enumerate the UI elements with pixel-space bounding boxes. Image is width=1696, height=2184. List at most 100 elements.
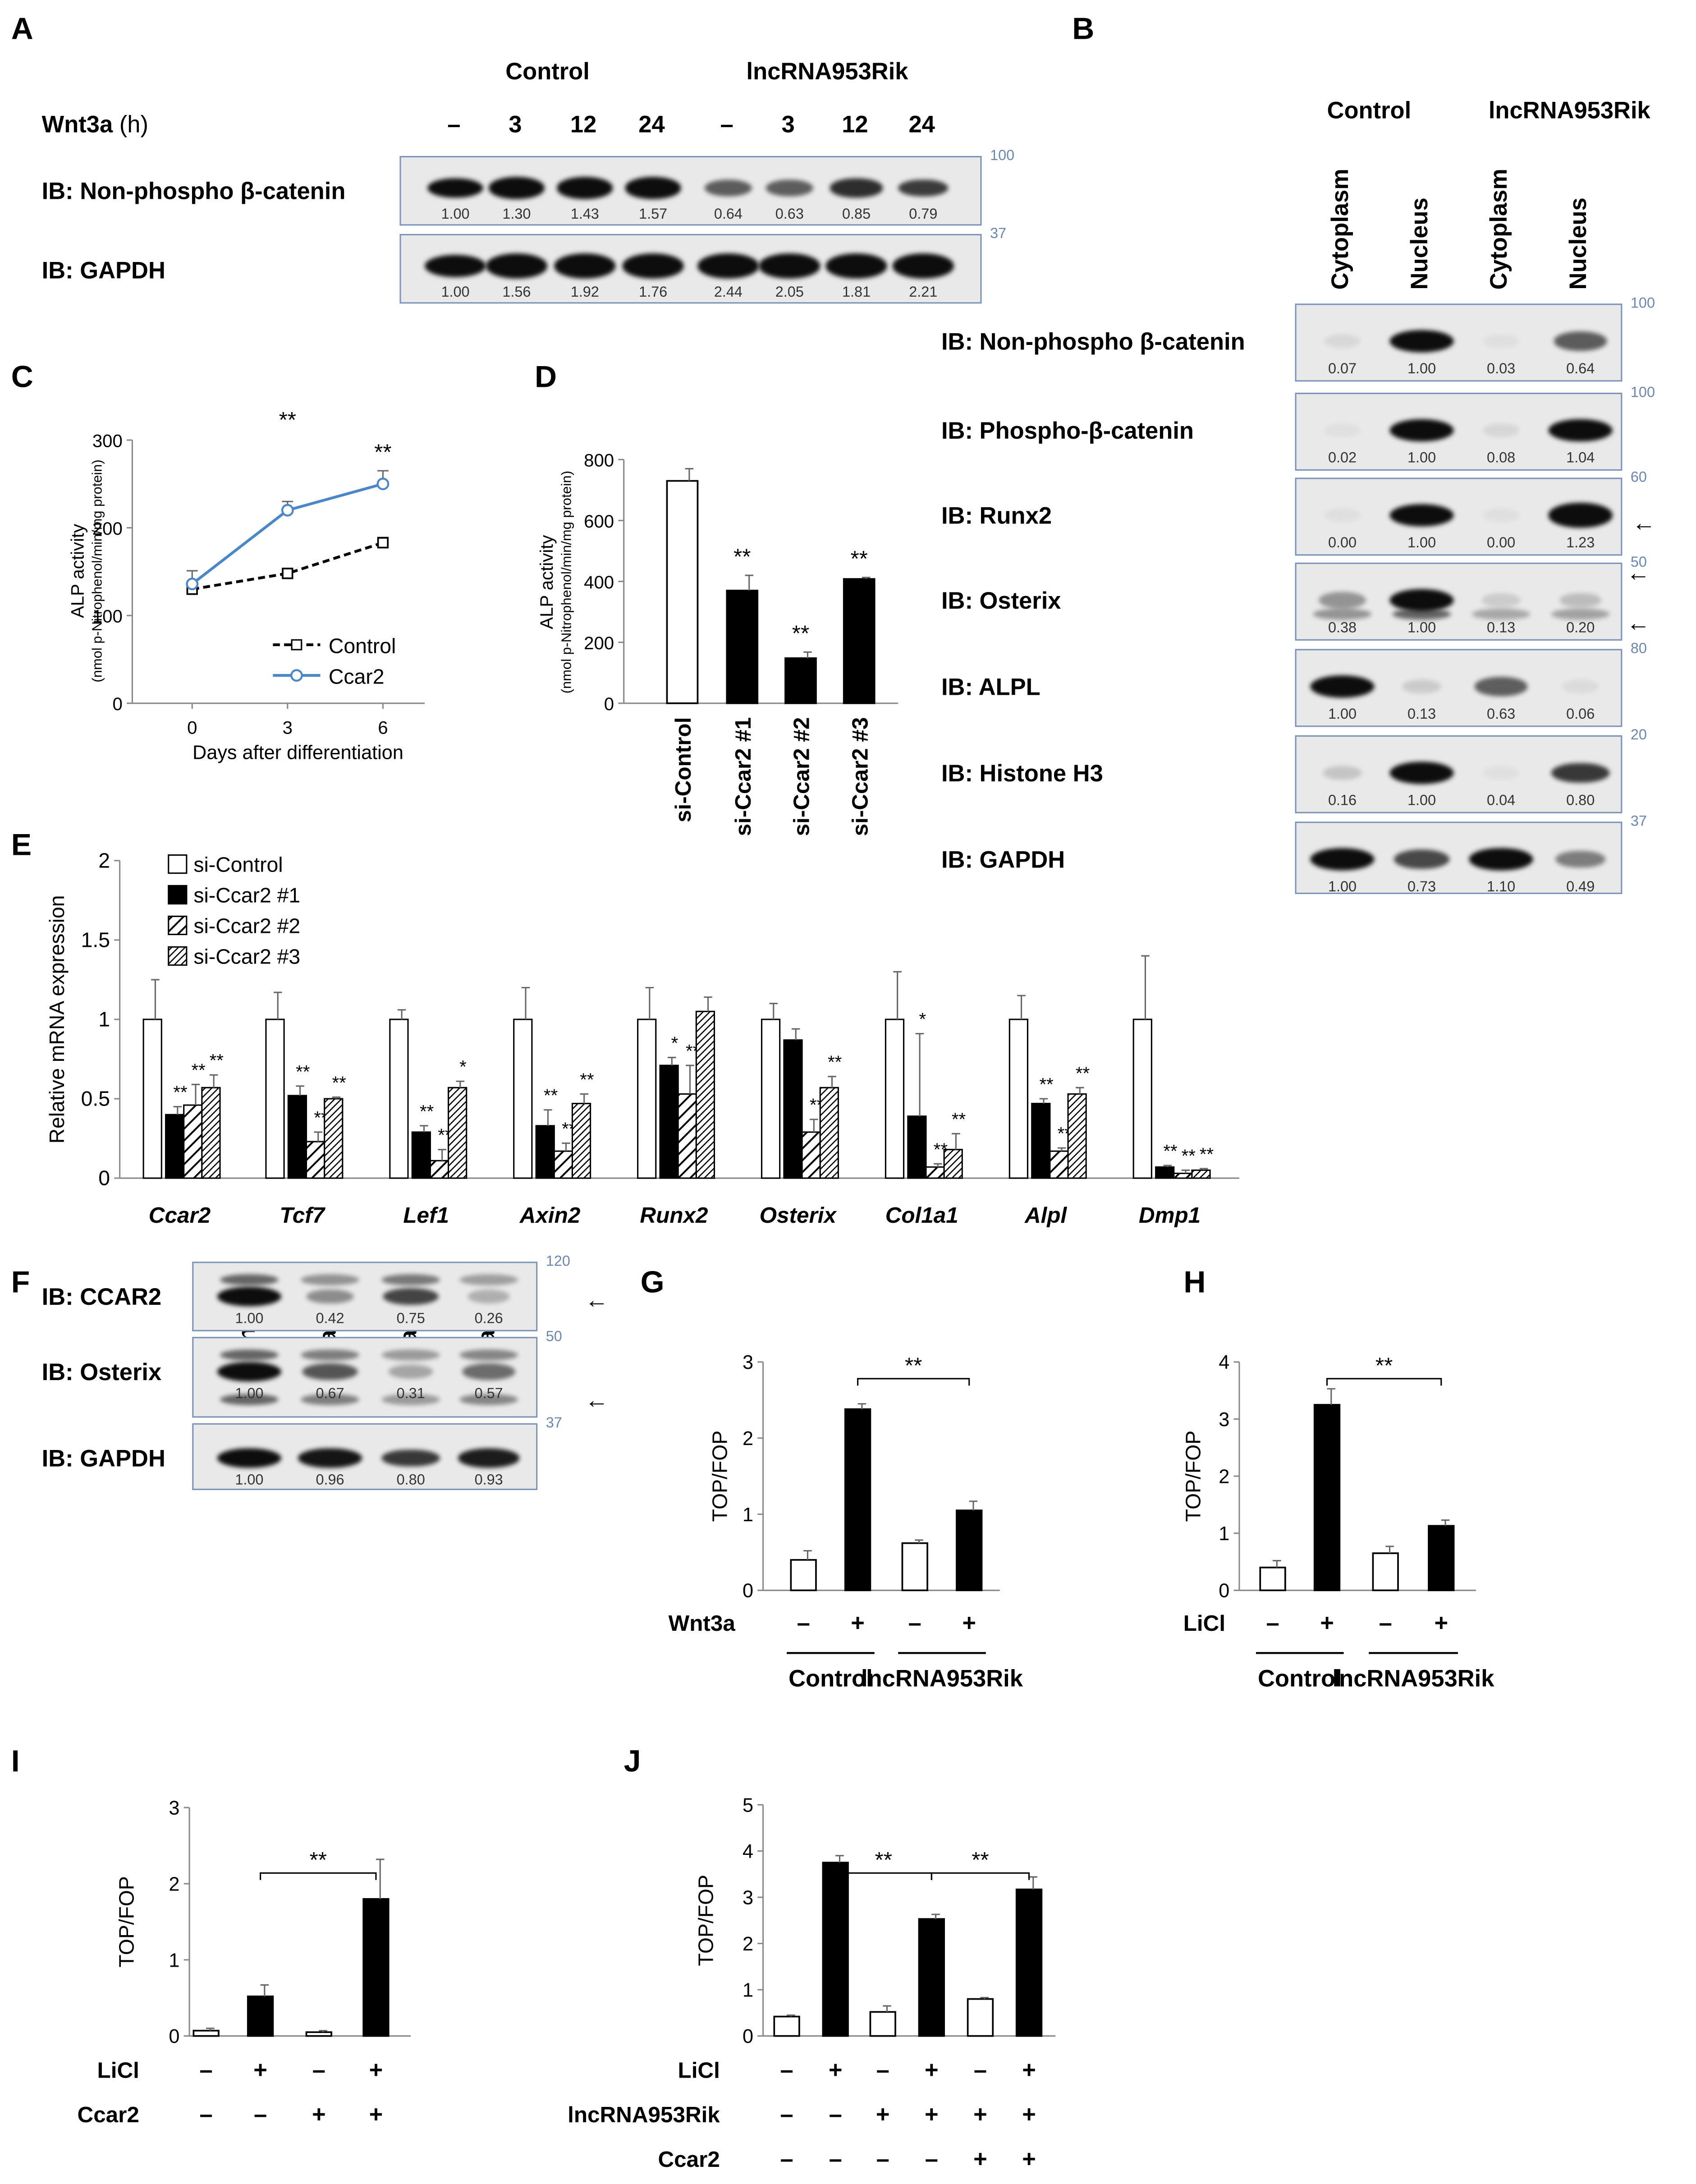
e-sig-marker: *: [459, 1057, 467, 1077]
b-blot-3-quant: 0.13: [1487, 619, 1516, 637]
j-row-label-2: Ccar2: [658, 2147, 720, 2172]
f-blot-2-quant: 0.96: [316, 1472, 344, 1489]
panel-label-j: J: [623, 1744, 641, 1779]
g-group-label-0: Control: [788, 1665, 873, 1692]
a-gapdh-quant: 1.56: [502, 284, 531, 301]
a-gapdh-quant: 1.00: [441, 284, 470, 301]
b-blot-label-0: IB: Non-phospho β-catenin: [941, 328, 1245, 355]
j-bar-5: [1015, 1888, 1043, 2037]
e-bar-3: [943, 1149, 963, 1179]
a-gapdh-quant: 1.76: [639, 284, 668, 301]
b-blot-5-blot: 0.16 1.00 0.04 0.80: [1295, 735, 1623, 813]
f-blot-1-blot: 1.00 0.67 0.31 0.57: [192, 1337, 538, 1418]
e-bar-1: [165, 1114, 185, 1179]
a-gapdh-quant: 2.21: [909, 284, 938, 301]
b-blot-3-quant: 0.20: [1566, 619, 1595, 637]
e-bar-1: [783, 1039, 803, 1179]
h-y-tick-label: 2: [1219, 1466, 1229, 1487]
d-sig-marker: **: [733, 544, 751, 569]
b-blot-1-quant: 0.08: [1487, 450, 1516, 467]
e-bar-1: [1031, 1103, 1051, 1179]
panel-label-g: G: [640, 1264, 665, 1299]
c-x-tick-label: 3: [283, 718, 293, 738]
j-row-sign: +: [829, 2056, 843, 2083]
f-blot-1-band: [217, 1362, 281, 1381]
b-lane-2: Cytoplasm: [1485, 168, 1513, 290]
c-y-tick-label: 300: [92, 431, 123, 451]
b-blot-4-quant: 1.00: [1328, 706, 1357, 723]
a-nonphospho-quant: 1.57: [639, 206, 668, 223]
g-row-sign: +: [962, 1610, 976, 1636]
d-x-tick-label: si-Ccar2 #3: [848, 717, 872, 836]
e-sig-marker: **: [952, 1109, 966, 1129]
f-blot-2-quant: 0.80: [396, 1472, 425, 1489]
j-y-tick-label: 3: [743, 1887, 753, 1909]
b-lane-3: Nucleus: [1565, 197, 1592, 290]
f-blot-1-band-extra: [460, 1349, 518, 1361]
e-x-tick-label: Dmp1: [1139, 1203, 1201, 1228]
c-ylabel-unit: (nmol p-Nitrophenol/min/mg protein): [89, 459, 105, 682]
j-row-sign: +: [973, 2101, 987, 2128]
f-blot-0-band: [217, 1286, 281, 1307]
i-y-tick-label: 3: [169, 1798, 179, 1819]
e-legend-swatch-2: [168, 915, 188, 936]
j-sig-marker: **: [875, 1848, 892, 1872]
a-gapdh-band: [622, 254, 684, 278]
h-row-label-0: LiCl: [1183, 1611, 1225, 1636]
e-bar-2: [1049, 1150, 1069, 1179]
b-blot-2-band: [1483, 508, 1519, 522]
e-bar-1: [287, 1095, 307, 1179]
e-sig-marker: **: [420, 1101, 434, 1121]
j-row-sign: –: [974, 2056, 987, 2083]
e-sig-marker: **: [1076, 1063, 1090, 1083]
j-y-tick-label: 5: [743, 1794, 753, 1816]
b-blot-2-quant: 1.00: [1407, 535, 1436, 552]
d-bar-2: [784, 657, 817, 704]
j-row-sign: +: [973, 2146, 987, 2172]
b-blot-6-band: [1393, 849, 1450, 869]
c-point-ccar2: [186, 578, 199, 591]
a-gapdh-band: [697, 254, 759, 278]
f-blot-2-quant: 1.00: [235, 1472, 264, 1489]
b-blot-3-blot: 0.38 1.00 0.13 0.20: [1295, 562, 1623, 641]
e-x-tick-label: Col1a1: [885, 1203, 958, 1228]
b-blot-6-band: [1469, 848, 1533, 871]
d-y-tick-label: 600: [584, 511, 614, 532]
e-bar-2: [429, 1160, 449, 1179]
f-blot-2-band: [458, 1448, 520, 1468]
f-blot-1-band-extra: [301, 1394, 359, 1405]
i-row-sign: –: [312, 2056, 325, 2083]
e-bar-0: [513, 1019, 533, 1179]
a-lane-4: –: [720, 111, 733, 138]
e-legend-label-3: si-Ccar2 #3: [193, 945, 300, 968]
i-row-sign: +: [369, 2056, 383, 2083]
j-bar-1: [822, 1862, 849, 2037]
i-row-sign: +: [253, 2056, 267, 2083]
g-bar-3: [956, 1510, 983, 1592]
g-row-sign: +: [851, 1610, 865, 1636]
j-row-sign: –: [829, 2146, 842, 2172]
c-y-tick-label: 0: [112, 694, 122, 714]
j-y-tick-label: 4: [743, 1841, 753, 1863]
c-legend-label-0: Control: [329, 634, 396, 658]
b-blot-1-blot: 0.02 1.00 0.08 1.04: [1295, 393, 1623, 471]
b-blot-1-quant: 1.00: [1407, 450, 1436, 467]
d-x-tick-label: si-Ccar2 #2: [789, 717, 814, 836]
b-blot-5-quant: 1.00: [1407, 792, 1436, 809]
a-gapdh-band: [892, 254, 954, 278]
i-row-sign: +: [369, 2101, 383, 2128]
f-blot-0-blot: 1.00 0.42 0.75 0.26: [192, 1262, 538, 1331]
a-lane-2: 12: [570, 111, 597, 138]
a-nonphospho-band: [625, 177, 681, 199]
c-x-tick-label: 0: [187, 718, 197, 738]
a-lane-3: 24: [638, 111, 665, 138]
h-bar-3: [1428, 1525, 1455, 1592]
f-blot-0-band: [382, 1288, 440, 1305]
e-bar-0: [265, 1019, 285, 1179]
f-blot-label-1: IB: Osterix: [41, 1359, 162, 1386]
f-blot-1-band: [389, 1364, 433, 1379]
b-blot-3-band: [1389, 589, 1454, 611]
a-gapdh-blot: 1.00 1.56 1.92 1.76 2.44 2.05 1.81 2.21: [399, 234, 982, 304]
b-blot-3-mw-marker: 50: [1630, 554, 1647, 571]
b-blot-2-quant: 0.00: [1328, 535, 1357, 552]
